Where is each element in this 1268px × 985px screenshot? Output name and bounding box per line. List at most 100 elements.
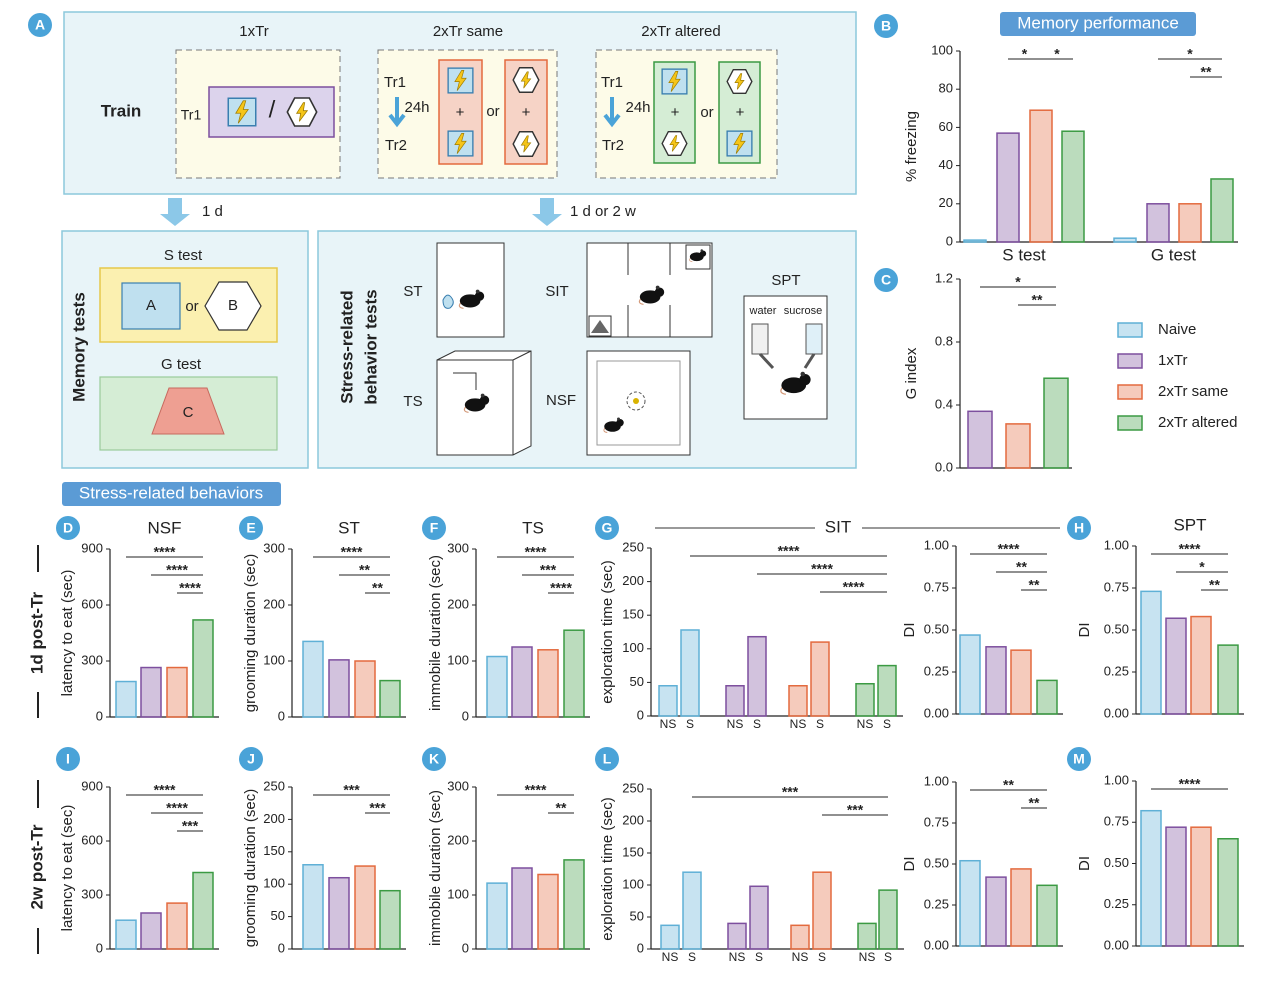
panel-badge [595, 747, 619, 771]
bar [563, 629, 585, 718]
significance-label: ** [1003, 777, 1014, 793]
bar [486, 655, 508, 718]
panel-badge [239, 747, 263, 771]
significance-label: **** [179, 580, 201, 596]
significance-label: * [1022, 46, 1028, 62]
panel-letter: C [881, 272, 891, 288]
y-tick-label: 200 [622, 573, 644, 588]
panel-badge [874, 14, 898, 38]
significance-label: *** [343, 782, 360, 798]
context-label: A [146, 297, 156, 314]
bar [115, 919, 137, 950]
header: Stress-related behaviors [79, 483, 263, 502]
significance-label: **** [166, 562, 188, 578]
y-tick-label: 100 [263, 652, 285, 667]
bar [1005, 423, 1031, 469]
test-label: SPT [771, 272, 800, 289]
delay-arrow [160, 198, 190, 226]
x-tick-label: NS [660, 717, 677, 731]
y-tick-label: 0 [96, 708, 103, 723]
bottle [751, 323, 769, 355]
y-axis-label: G index [903, 347, 920, 399]
bar [1217, 838, 1239, 947]
bar [486, 882, 508, 950]
bar [996, 132, 1020, 243]
nsf-inner [596, 360, 681, 446]
condition-title: 2xTr altered [641, 23, 720, 40]
delay-arrow [532, 198, 562, 226]
y-tick-label: 600 [81, 596, 103, 611]
trial-label: Tr2 [602, 137, 624, 154]
bar [985, 876, 1007, 947]
test-label: TS [403, 393, 422, 410]
significance-label: **** [1179, 541, 1201, 557]
panel-letter: H [1074, 520, 1084, 536]
bar [563, 859, 585, 950]
delay-label: 1 d [202, 203, 223, 220]
header-pill [62, 482, 281, 506]
y-tick-label: 0 [946, 233, 953, 248]
or-label: or [700, 104, 713, 121]
y-axis-label: exploration time (sec) [599, 560, 616, 703]
legend-label: 2xTr altered [1158, 414, 1237, 431]
bar [166, 666, 188, 718]
interval-label: 24h [404, 99, 429, 116]
significance-label: *** [540, 562, 557, 578]
panel-letter: M [1073, 751, 1085, 767]
header-pill [1000, 12, 1196, 36]
significance-label: * [1015, 274, 1021, 290]
or-label: or [486, 103, 499, 120]
significance-label: * [1054, 46, 1060, 62]
context-label: C [183, 404, 194, 421]
bar [140, 912, 162, 950]
x-tick-label: G test [1151, 245, 1197, 264]
bar [537, 873, 559, 950]
y-tick-label: 80 [939, 81, 953, 96]
x-tick-label: NS [729, 950, 746, 964]
significance-label: **** [778, 543, 800, 559]
bar [192, 619, 214, 718]
bar [115, 680, 137, 718]
legend-swatch [1117, 415, 1143, 431]
legend-label: Naive [1158, 321, 1196, 338]
x-tick-label: S [755, 950, 763, 964]
bar [959, 859, 981, 947]
g-test-label: G test [161, 356, 202, 373]
bar [855, 682, 875, 717]
y-tick-label: 200 [622, 812, 644, 827]
y-tick-label: 0.75 [1104, 579, 1129, 594]
context-a-icon [447, 130, 474, 157]
y-tick-label: 250 [622, 780, 644, 795]
y-tick-label: 900 [81, 540, 103, 555]
nsf-food [633, 398, 639, 404]
y-tick-label: 0.25 [924, 663, 949, 678]
bar [682, 871, 702, 950]
panel-letter: I [66, 751, 70, 767]
y-axis-label: DI [901, 857, 918, 872]
legend-label: 2xTr same [1158, 383, 1228, 400]
panel-badge [422, 516, 446, 540]
header: Memory performance [1017, 13, 1179, 32]
bar [1210, 178, 1234, 243]
significance-label: *** [782, 784, 799, 800]
y-tick-label: 50 [630, 674, 644, 689]
bar [877, 664, 897, 717]
chart-title: TS [522, 518, 544, 537]
y-axis-label: grooming duration (sec) [242, 789, 259, 947]
slash: / [269, 96, 276, 123]
interval-arrow [388, 97, 406, 128]
context-a-icon [726, 130, 753, 157]
panel-letter: J [247, 751, 255, 767]
y-tick-label: 20 [939, 195, 953, 210]
y-tick-label: 40 [939, 157, 953, 172]
y-tick-label: 200 [447, 596, 469, 611]
significance-label: * [1187, 46, 1193, 62]
y-tick-label: 100 [447, 886, 469, 901]
y-tick-label: 0.0 [935, 459, 953, 474]
panel-badge [56, 516, 80, 540]
bar [1190, 615, 1212, 715]
bar [1146, 203, 1170, 243]
panel-letter: L [603, 751, 612, 767]
y-tick-label: 0.75 [924, 579, 949, 594]
y-tick-label: 1.00 [1104, 772, 1129, 787]
